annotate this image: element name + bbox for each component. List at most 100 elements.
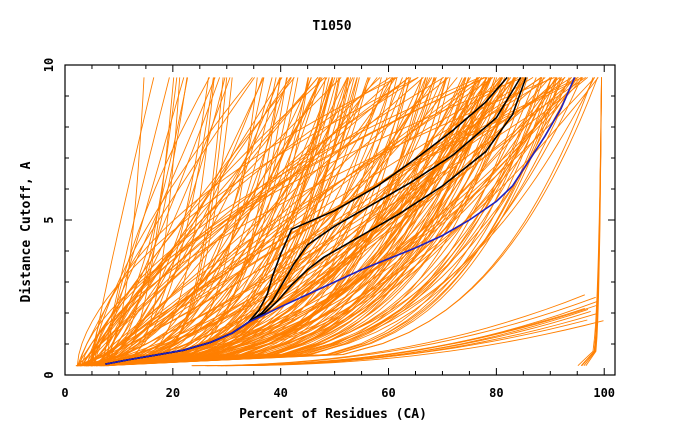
axis-ticks bbox=[64, 64, 615, 376]
model-curve bbox=[84, 77, 371, 367]
model-curve bbox=[86, 77, 526, 367]
model-curve bbox=[76, 77, 299, 367]
model-curve bbox=[76, 77, 503, 367]
model-curve bbox=[87, 77, 419, 366]
model-curve bbox=[86, 77, 557, 367]
model-curve bbox=[77, 77, 557, 367]
model-curve bbox=[78, 77, 599, 367]
model-curve bbox=[95, 77, 215, 367]
y-axis-label: Distance Cutoff, A bbox=[19, 161, 34, 302]
model-curve bbox=[75, 77, 526, 367]
model-curve bbox=[95, 77, 595, 367]
model-curve bbox=[96, 77, 412, 367]
model-curve bbox=[77, 77, 255, 366]
model-curve bbox=[99, 77, 433, 367]
model-curve bbox=[106, 77, 410, 367]
model-curve bbox=[77, 77, 282, 367]
model-curve bbox=[105, 77, 558, 367]
model-curve bbox=[85, 77, 561, 367]
model-curve bbox=[84, 77, 409, 366]
model-curve bbox=[84, 77, 543, 367]
model-curve bbox=[107, 77, 310, 367]
model-curve bbox=[105, 77, 388, 367]
model-curve bbox=[106, 77, 210, 366]
chart-title: T1050 bbox=[312, 19, 351, 34]
model-curve bbox=[105, 77, 334, 367]
model-curve bbox=[80, 77, 312, 367]
model-curve bbox=[84, 77, 231, 367]
model-curve bbox=[81, 77, 349, 367]
model-curve bbox=[80, 77, 529, 367]
model-curve bbox=[100, 77, 544, 367]
model-curve bbox=[98, 77, 447, 367]
model-curve bbox=[79, 77, 504, 367]
x-tick-label: 60 bbox=[381, 386, 395, 400]
model-curve bbox=[86, 77, 348, 367]
model-curve bbox=[103, 77, 467, 367]
model-curve bbox=[79, 77, 209, 367]
y-tick-label: 0 bbox=[42, 371, 56, 378]
model-curve bbox=[96, 77, 233, 367]
model-curve bbox=[80, 77, 478, 367]
model-curve bbox=[91, 77, 253, 366]
model-curve bbox=[101, 77, 553, 367]
model-curve bbox=[104, 77, 552, 367]
model-curve bbox=[103, 77, 543, 367]
model-curve bbox=[90, 77, 155, 366]
x-tick-labels: 0 20 40 60 80 100 bbox=[61, 386, 615, 400]
model-curve bbox=[96, 77, 596, 367]
model-curve bbox=[99, 77, 599, 367]
model-curve bbox=[96, 77, 488, 367]
model-curve bbox=[106, 77, 175, 367]
y-tick-label: 5 bbox=[42, 216, 56, 223]
model-curve bbox=[76, 77, 381, 367]
model-curve bbox=[96, 77, 393, 367]
model-curve bbox=[98, 77, 480, 367]
model-curve bbox=[87, 77, 558, 367]
model-curve bbox=[105, 77, 502, 367]
model-curve-outlier bbox=[220, 320, 604, 367]
model-curve bbox=[87, 77, 492, 367]
y-tick-labels: 0 5 10 bbox=[42, 58, 56, 379]
y-tick-label: 10 bbox=[42, 58, 56, 72]
model-curve bbox=[93, 77, 487, 367]
model-curve bbox=[91, 76, 398, 366]
model-curve bbox=[79, 77, 145, 367]
model-curve bbox=[93, 76, 486, 366]
model-curve bbox=[92, 77, 566, 367]
highlight-curve-blue-3 bbox=[105, 77, 576, 365]
x-axis-label: Percent of Residues (CA) bbox=[239, 407, 427, 422]
model-curve-edge bbox=[580, 77, 602, 367]
model-curve bbox=[78, 77, 355, 367]
model-curve bbox=[107, 77, 449, 367]
model-curve bbox=[79, 77, 189, 367]
x-tick-label: 100 bbox=[593, 386, 615, 400]
x-tick-label: 80 bbox=[489, 386, 503, 400]
model-curve bbox=[94, 77, 178, 367]
highlighted-curves bbox=[105, 76, 576, 365]
model-curve-outlier bbox=[205, 307, 585, 367]
model-curve bbox=[87, 77, 342, 366]
model-curve bbox=[100, 77, 224, 367]
model-curve bbox=[91, 77, 458, 367]
x-tick-label: 0 bbox=[61, 386, 68, 400]
x-tick-label: 20 bbox=[166, 386, 180, 400]
model-curve bbox=[92, 77, 323, 367]
model-curve bbox=[79, 76, 524, 366]
model-curve bbox=[99, 77, 437, 367]
model-curve bbox=[106, 77, 228, 367]
model-curve bbox=[86, 76, 486, 366]
model-curve-outlier bbox=[191, 296, 596, 367]
model-curve bbox=[103, 77, 576, 367]
model-curve bbox=[98, 77, 181, 367]
x-tick-label: 40 bbox=[273, 386, 287, 400]
model-curve bbox=[94, 76, 583, 367]
model-curve bbox=[94, 77, 542, 367]
model-curve bbox=[102, 77, 470, 367]
model-curve bbox=[101, 77, 562, 367]
plot-area bbox=[75, 76, 604, 367]
model-curve bbox=[90, 77, 263, 367]
model-curve bbox=[90, 77, 221, 366]
model-curves bbox=[75, 76, 604, 367]
